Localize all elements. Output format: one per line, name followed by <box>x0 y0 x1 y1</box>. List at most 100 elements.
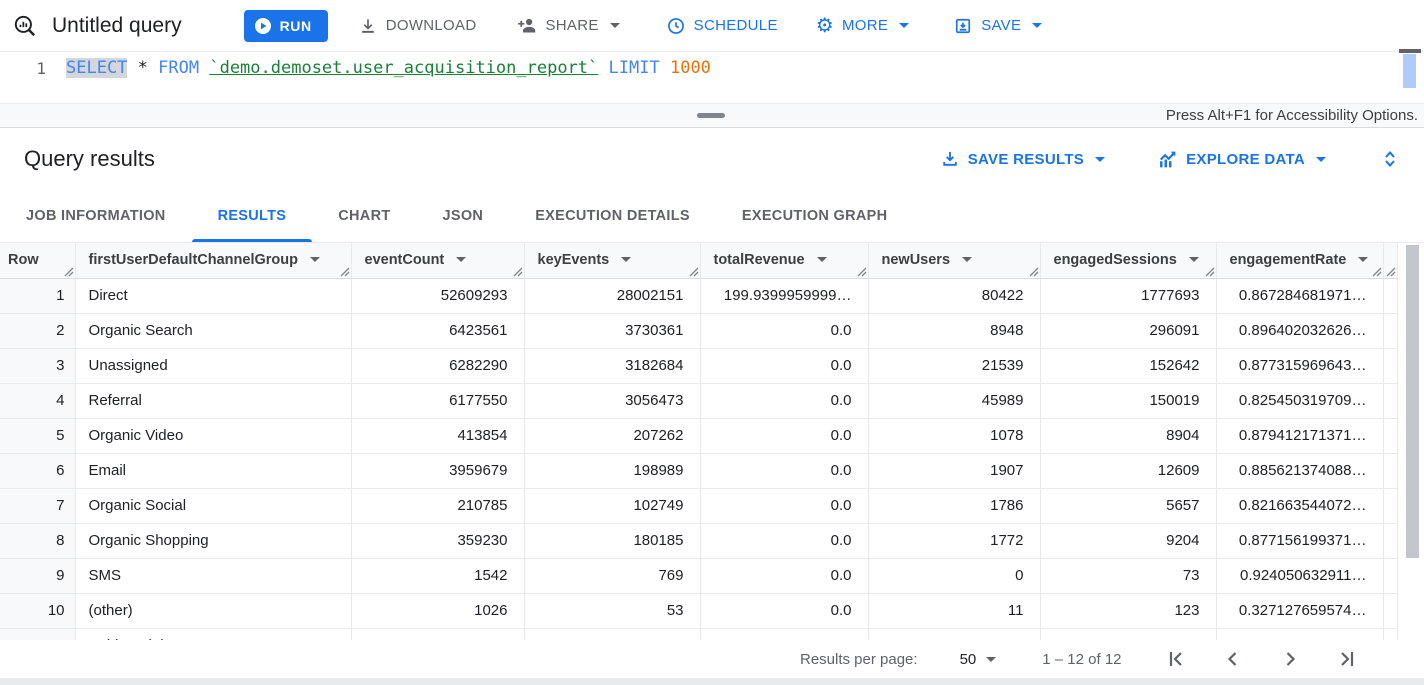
save-button[interactable]: SAVE <box>953 16 1043 36</box>
cell-engagementRate: 0.821663544072… <box>1216 488 1384 524</box>
cell-engagementRate: 1.0 <box>1216 628 1384 640</box>
tab-results[interactable]: RESULTS <box>191 190 313 242</box>
next-page-button[interactable] <box>1278 647 1302 671</box>
results-per-page-select[interactable]: 50 <box>960 651 997 668</box>
cell-keyEvents: 207262 <box>524 418 701 454</box>
column-header-label: Row <box>8 252 39 269</box>
cell-eventCount: 3959679 <box>351 453 525 489</box>
tab-json[interactable]: JSON <box>417 190 510 242</box>
column-header-newUsers[interactable]: newUsers <box>868 243 1041 279</box>
share-button-label: SHARE <box>545 17 599 34</box>
cell-channel: Organic Social <box>75 488 352 524</box>
column-header-eventCount[interactable]: eventCount <box>351 243 525 279</box>
row-number-cell: 2 <box>0 313 76 349</box>
column-header-channel[interactable]: firstUserDefaultChannelGroup <box>75 243 352 279</box>
cell-engagedSessions: 8904 <box>1040 418 1217 454</box>
person-add-icon <box>516 15 537 36</box>
cell-spacer <box>1383 278 1398 314</box>
sql-editor[interactable]: 1 SELECT * FROM `demo.demoset.user_acqui… <box>0 49 1424 103</box>
cell-eventCount: 6282290 <box>351 348 525 384</box>
column-resize-handle-icon[interactable] <box>64 267 74 277</box>
chevron-down-icon <box>1095 156 1106 162</box>
tab-chart[interactable]: CHART <box>312 190 416 242</box>
previous-page-button[interactable] <box>1221 647 1245 671</box>
column-header-label: firstUserDefaultChannelGroup <box>88 252 298 269</box>
more-button[interactable]: ⚙ MORE <box>816 16 910 36</box>
cell-newUsers: 11 <box>868 593 1041 629</box>
row-number-cell: 8 <box>0 523 76 559</box>
cell-totalRevenue: 0.0 <box>700 523 869 559</box>
chart-icon <box>1157 149 1178 170</box>
cell-eventCount: 6177550 <box>351 383 525 419</box>
column-resize-handle-icon[interactable] <box>1029 267 1039 277</box>
column-resize-handle-icon[interactable] <box>857 267 867 277</box>
row-number-cell: 3 <box>0 348 76 384</box>
column-resize-handle-icon[interactable] <box>1386 267 1396 277</box>
tab-execution-graph[interactable]: EXECUTION GRAPH <box>716 190 914 242</box>
column-resize-handle-icon[interactable] <box>689 267 699 277</box>
cell-newUsers: 21539 <box>868 348 1041 384</box>
column-resize-handle-icon[interactable] <box>1372 267 1382 277</box>
column-header-label: totalRevenue <box>713 252 805 269</box>
cell-keyEvents: 198989 <box>524 453 701 489</box>
column-header-engagementRate[interactable]: engagementRate <box>1216 243 1384 279</box>
cell-engagedSessions: 12609 <box>1040 453 1217 489</box>
sort-caret-icon[interactable] <box>962 257 973 263</box>
sql-table-reference[interactable]: `demo.demoset.user_acquisition_report` <box>209 58 599 78</box>
expand-collapse-results-button[interactable] <box>1380 149 1400 169</box>
sort-caret-icon[interactable] <box>1358 257 1369 263</box>
column-header-keyEvents[interactable]: keyEvents <box>524 243 701 279</box>
sort-caret-icon[interactable] <box>621 257 632 263</box>
cell-keyEvents: 180185 <box>524 523 701 559</box>
download-button[interactable]: DOWNLOAD <box>358 16 477 36</box>
cell-spacer <box>1383 558 1398 594</box>
sort-caret-icon[interactable] <box>1188 257 1199 263</box>
editor-scrollbar[interactable] <box>1403 54 1416 88</box>
column-header-totalRevenue[interactable]: totalRevenue <box>700 243 869 279</box>
sql-code-line[interactable]: SELECT * FROM `demo.demoset.user_acquisi… <box>66 58 711 78</box>
cell-newUsers: 1786 <box>868 488 1041 524</box>
cell-newUsers: 0 <box>868 558 1041 594</box>
cell-eventCount: 210785 <box>351 488 525 524</box>
cell-eventCount: 6423561 <box>351 313 525 349</box>
cell-newUsers: 45989 <box>868 383 1041 419</box>
drag-handle-icon[interactable] <box>697 113 725 118</box>
cell-channel: Unassigned <box>75 348 352 384</box>
first-page-button[interactable] <box>1164 647 1188 671</box>
sort-caret-icon[interactable] <box>309 257 320 263</box>
save-results-button[interactable]: SAVE RESULTS <box>940 149 1106 169</box>
explore-data-button[interactable]: EXPLORE DATA <box>1157 149 1326 170</box>
chevron-left-icon <box>1221 647 1245 671</box>
cell-totalRevenue: 0.0 <box>700 558 869 594</box>
column-resize-handle-icon[interactable] <box>1205 267 1215 277</box>
schedule-button-label: SCHEDULE <box>693 17 778 34</box>
cell-engagementRate: 0.885621374088… <box>1216 453 1384 489</box>
table-row: 1 Direct 52609293 28002151 199.9399959999… 80… <box>0 278 1398 314</box>
column-resize-handle-icon[interactable] <box>340 267 350 277</box>
horizontal-scrollbar[interactable] <box>0 678 1424 685</box>
run-button[interactable]: RUN <box>243 9 328 42</box>
schedule-button[interactable]: SCHEDULE <box>666 16 778 36</box>
cell-engagedSessions: 152642 <box>1040 348 1217 384</box>
last-page-button[interactable] <box>1335 647 1359 671</box>
cell-engagedSessions: 123 <box>1040 593 1217 629</box>
cell-totalRevenue: 0.0 <box>700 313 869 349</box>
tab-execution-details[interactable]: EXECUTION DETAILS <box>509 190 716 242</box>
cell-totalRevenue: 0.0 <box>700 418 869 454</box>
cell-spacer <box>1383 383 1398 419</box>
row-number-cell: 11 <box>0 628 76 640</box>
row-number-cell: 5 <box>0 418 76 454</box>
tab-job-information[interactable]: JOB INFORMATION <box>0 190 192 242</box>
cell-totalRevenue: 0.0 <box>700 383 869 419</box>
chevron-down-icon <box>609 23 620 28</box>
column-resize-handle-icon[interactable] <box>513 267 523 277</box>
share-button[interactable]: SHARE <box>516 15 620 36</box>
column-header-engagedSessions[interactable]: engagedSessions <box>1040 243 1217 279</box>
sort-caret-icon[interactable] <box>816 257 827 263</box>
pagination-controls <box>1164 647 1359 671</box>
sort-caret-icon[interactable] <box>456 257 467 263</box>
vertical-scrollbar[interactable] <box>1406 245 1419 558</box>
cell-channel: Organic Video <box>75 418 352 454</box>
cell-engagementRate: 0.896402032626… <box>1216 313 1384 349</box>
